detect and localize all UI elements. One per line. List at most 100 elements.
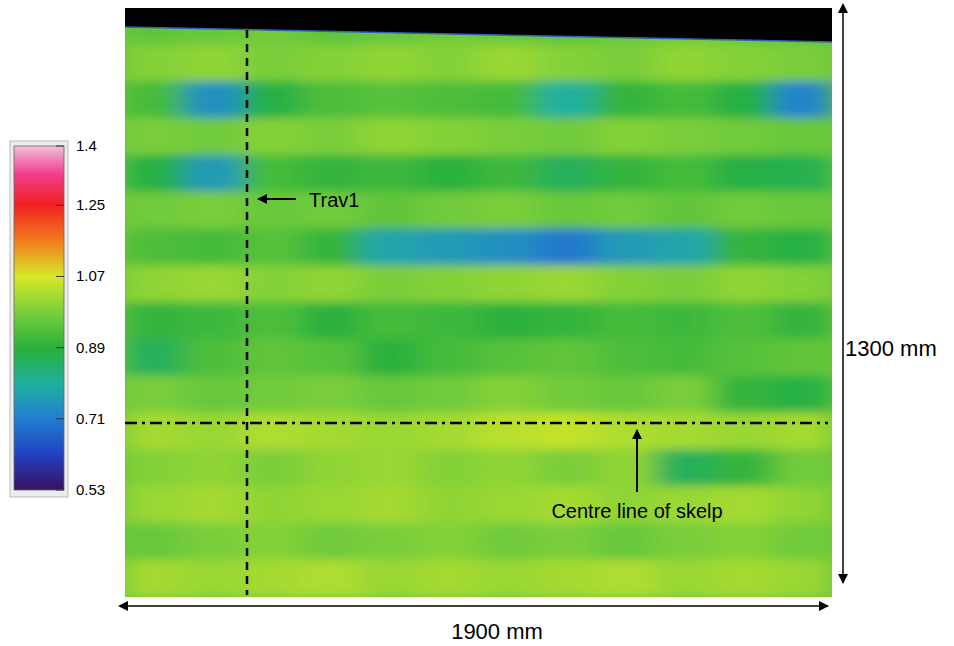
cell <box>419 412 479 450</box>
cell <box>478 560 538 597</box>
cell <box>714 155 774 193</box>
chart: Trav1Centre line of skelp1300 mm1900 mm0… <box>0 0 954 646</box>
cell <box>301 44 361 82</box>
cell <box>596 192 656 230</box>
cell <box>537 265 597 303</box>
cell <box>596 302 656 340</box>
colorbar-label: 1.07 <box>76 267 105 284</box>
colorbar-label: 1.4 <box>76 137 97 154</box>
cell <box>183 560 243 597</box>
height-arrow <box>842 12 844 583</box>
cell <box>773 523 832 561</box>
cell <box>419 449 479 487</box>
cell <box>301 523 361 561</box>
cell <box>596 155 656 193</box>
edge-line <box>125 27 832 42</box>
cell <box>242 228 302 266</box>
cell <box>773 228 832 266</box>
cell <box>242 192 302 230</box>
cell <box>714 523 774 561</box>
cell <box>125 155 184 193</box>
cell <box>419 44 479 82</box>
cell <box>360 449 420 487</box>
cell <box>537 118 597 156</box>
annotation: Centre line of skelp <box>551 500 722 522</box>
cell <box>125 560 184 597</box>
cell <box>478 339 538 377</box>
cell <box>478 486 538 524</box>
cell <box>714 560 774 597</box>
cell <box>419 81 479 119</box>
cells <box>125 8 832 597</box>
cell <box>478 523 538 561</box>
cell <box>537 228 597 266</box>
edge-band <box>125 8 832 42</box>
cell <box>596 560 656 597</box>
cell <box>596 412 656 450</box>
colorbar-tick <box>56 418 64 419</box>
cell <box>360 560 420 597</box>
cell <box>714 228 774 266</box>
cell <box>360 81 420 119</box>
cell <box>125 228 184 266</box>
cell <box>125 523 184 561</box>
plot-background <box>125 8 832 597</box>
cell <box>596 81 656 119</box>
colorbar-tick <box>56 146 64 147</box>
cell <box>125 81 184 119</box>
cell <box>655 228 715 266</box>
cell <box>596 228 656 266</box>
cell <box>655 412 715 450</box>
cell <box>773 265 832 303</box>
cell <box>242 486 302 524</box>
centre-line <box>125 422 828 425</box>
cell <box>478 192 538 230</box>
cell <box>183 302 243 340</box>
cell <box>478 412 538 450</box>
cell <box>125 412 184 450</box>
cell <box>242 302 302 340</box>
cell <box>596 339 656 377</box>
cell <box>478 449 538 487</box>
cell <box>301 155 361 193</box>
cell <box>183 118 243 156</box>
cell <box>419 228 479 266</box>
colorbar <box>14 146 64 490</box>
cell <box>773 560 832 597</box>
cell <box>301 81 361 119</box>
cell <box>360 486 420 524</box>
cell <box>301 449 361 487</box>
cell <box>596 449 656 487</box>
cell <box>596 265 656 303</box>
cell <box>183 265 243 303</box>
colorbar-tick <box>56 205 64 206</box>
cell <box>242 155 302 193</box>
cell <box>537 560 597 597</box>
cell <box>537 81 597 119</box>
cell <box>183 81 243 119</box>
cell <box>478 302 538 340</box>
cell <box>655 523 715 561</box>
cell <box>773 449 832 487</box>
cell <box>360 192 420 230</box>
cell <box>301 376 361 414</box>
cell <box>419 118 479 156</box>
cell <box>242 44 302 82</box>
cell <box>655 118 715 156</box>
colorbar-label: 0.89 <box>76 339 105 356</box>
cell <box>125 265 184 303</box>
cell <box>301 265 361 303</box>
trav1-line <box>246 30 249 595</box>
cell <box>478 81 538 119</box>
cell <box>773 302 832 340</box>
cell <box>714 376 774 414</box>
colorbar-label: 0.53 <box>76 481 105 498</box>
cell <box>242 376 302 414</box>
cell <box>596 118 656 156</box>
cell <box>773 339 832 377</box>
cell <box>301 412 361 450</box>
colorbar-tick <box>56 347 64 348</box>
cell <box>419 376 479 414</box>
cell <box>125 376 184 414</box>
colorbar-label: 0.71 <box>76 410 105 427</box>
